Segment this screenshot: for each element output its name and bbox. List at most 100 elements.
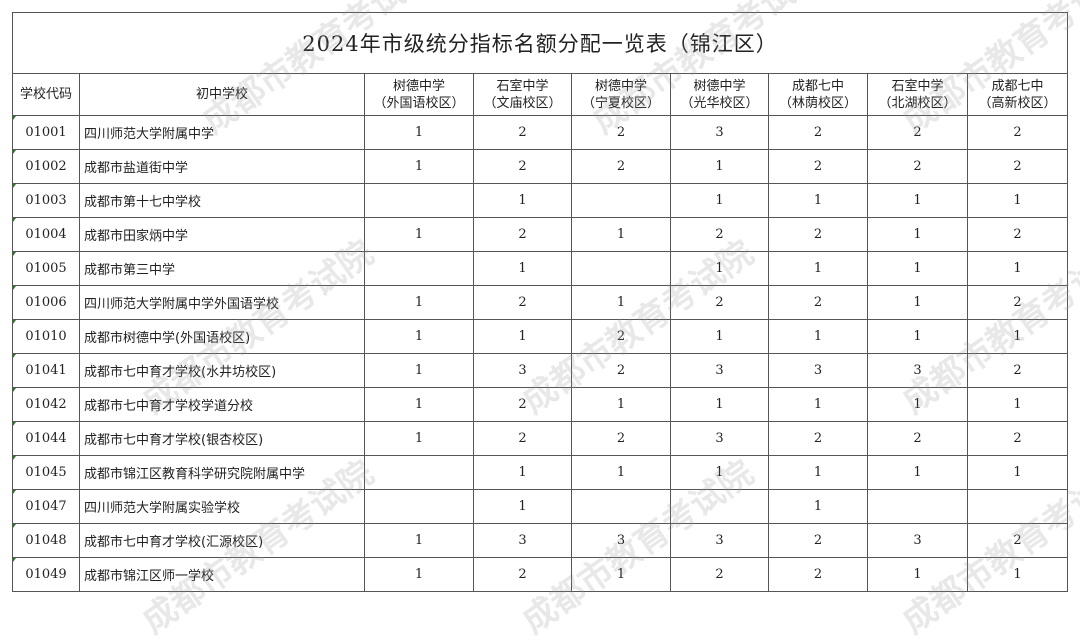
quota-cell: 2: [966, 285, 1069, 320]
header-campus: （外国语校区）: [373, 95, 465, 111]
quota-cell: 1: [670, 183, 769, 218]
quota-cell: 2: [768, 421, 868, 456]
quota-cell: 1: [670, 149, 769, 184]
school-name: 成都市树德中学(外国语校区): [79, 319, 365, 354]
header-column: 石室中学 （北湖校区）: [867, 73, 968, 116]
school-name: 成都市锦江区教育科学研究院附属中学: [79, 455, 365, 490]
quota-cell: 3: [571, 523, 671, 558]
school-name: 四川师范大学附属实验学校: [79, 489, 365, 524]
quota-cell: 1: [867, 251, 968, 286]
quota-cell: 2: [966, 115, 1069, 150]
school-code: 01045: [12, 455, 80, 490]
header-school-name: 石室中学: [496, 78, 549, 94]
quota-cell: 1: [768, 387, 868, 422]
header-campus: （高新校区）: [978, 95, 1057, 111]
header-campus: （文庙校区）: [483, 95, 562, 111]
header-campus: （宁夏校区）: [581, 95, 660, 111]
quota-cell: 1: [966, 251, 1069, 286]
table-title: 2024年市级统分指标名额分配一览表（锦江区）: [11, 12, 1069, 74]
table-row: 01006 四川师范大学附属中学外国语学校 1 2 1 2 2 1 2: [12, 285, 1069, 320]
school-name: 成都市田家炳中学: [79, 217, 365, 252]
table-row: 01005 成都市第三中学 1 1 1 1 1: [12, 251, 1069, 286]
quota-table-sheet: 2024年市级统分指标名额分配一览表（锦江区） 学校代码 初中学校 树德中学 （外…: [11, 12, 1069, 592]
header-school-name: 石室中学: [891, 78, 944, 94]
quota-cell: [364, 455, 474, 490]
quota-cell: [364, 251, 474, 286]
quota-cell: 2: [571, 115, 671, 150]
header-campus: （北湖校区）: [878, 95, 957, 111]
quota-cell: 2: [867, 149, 968, 184]
quota-cell: 1: [364, 557, 474, 592]
quota-cell: 2: [768, 557, 868, 592]
school-code: 01041: [12, 353, 80, 388]
quota-cell: 2: [966, 523, 1069, 558]
quota-cell: 1: [867, 183, 968, 218]
quota-cell: 1: [670, 455, 769, 490]
school-code: 01001: [12, 115, 80, 150]
quota-cell: 1: [571, 285, 671, 320]
quota-cell: 1: [966, 319, 1069, 354]
quota-cell: 1: [571, 557, 671, 592]
school-name: 成都市七中育才学校(汇源校区): [79, 523, 365, 558]
school-name: 成都市锦江区师一学校: [79, 557, 365, 592]
header-row: 学校代码 初中学校 树德中学 （外国语校区） 石室中学 （文庙校区） 树德中学 （宁夏校区…: [12, 73, 1069, 116]
quota-cell: 1: [966, 557, 1069, 592]
quota-cell: 1: [364, 115, 474, 150]
quota-cell: 1: [966, 183, 1069, 218]
table-row: 01004 成都市田家炳中学 1 2 1 2 2 1 2: [12, 217, 1069, 252]
quota-cell: 3: [867, 523, 968, 558]
school-name: 成都市第三中学: [79, 251, 365, 286]
quota-cell: 1: [867, 387, 968, 422]
quota-cell: 1: [364, 353, 474, 388]
quota-cell: 1: [571, 217, 671, 252]
quota-cell: 1: [768, 183, 868, 218]
table-row: 01047 四川师范大学附属实验学校 1 1: [12, 489, 1069, 524]
header-campus: （林荫校区）: [778, 95, 857, 111]
quota-cell: 1: [768, 319, 868, 354]
quota-cell: 1: [364, 523, 474, 558]
quota-cell: 1: [571, 455, 671, 490]
table-row: 01045 成都市锦江区教育科学研究院附属中学 1 1 1 1 1 1: [12, 455, 1069, 490]
quota-cell: 1: [364, 285, 474, 320]
header-school-name: 树德中学: [594, 78, 647, 94]
quota-cell: 1: [364, 149, 474, 184]
quota-cell: 1: [364, 217, 474, 252]
quota-cell: 1: [867, 285, 968, 320]
quota-cell: 1: [867, 455, 968, 490]
quota-cell: 2: [571, 319, 671, 354]
quota-cell: [571, 489, 671, 524]
school-name: 四川师范大学附属中学外国语学校: [79, 285, 365, 320]
table-row: 01044 成都市七中育才学校(银杏校区) 1 2 2 3 2 2 2: [12, 421, 1069, 456]
quota-cell: 1: [768, 489, 868, 524]
school-code: 01049: [12, 557, 80, 592]
quota-cell: 1: [473, 251, 572, 286]
quota-cell: 2: [473, 217, 572, 252]
quota-cell: 2: [768, 523, 868, 558]
school-code: 01044: [12, 421, 80, 456]
quota-cell: 1: [670, 251, 769, 286]
header-school-name: 树德中学: [392, 78, 445, 94]
quota-cell: [571, 251, 671, 286]
header-school-name: 树德中学: [693, 78, 746, 94]
header-school-name: 成都七中: [791, 78, 844, 94]
school-code: 01048: [12, 523, 80, 558]
quota-cell: 2: [473, 149, 572, 184]
school-name: 成都市七中育才学校学道分校: [79, 387, 365, 422]
quota-cell: [364, 183, 474, 218]
school-name: 成都市七中育才学校(水井坊校区): [79, 353, 365, 388]
quota-cell: 3: [670, 353, 769, 388]
quota-cell: 2: [768, 149, 868, 184]
school-code: 01003: [12, 183, 80, 218]
quota-cell: 1: [364, 421, 474, 456]
school-name: 四川师范大学附属中学: [79, 115, 365, 150]
header-column: 成都七中 （高新校区）: [966, 73, 1069, 116]
quota-cell: 1: [670, 387, 769, 422]
quota-cell: 1: [571, 387, 671, 422]
quota-cell: 2: [473, 285, 572, 320]
quota-cell: 3: [867, 353, 968, 388]
header-school-name: 成都七中: [991, 78, 1044, 94]
quota-cell: 2: [670, 557, 769, 592]
quota-cell: 2: [966, 353, 1069, 388]
school-code: 01006: [12, 285, 80, 320]
school-code: 01002: [12, 149, 80, 184]
